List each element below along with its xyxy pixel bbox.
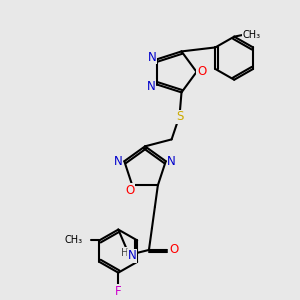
Text: H: H xyxy=(122,248,129,258)
Text: O: O xyxy=(169,243,178,256)
Text: N: N xyxy=(167,155,176,168)
Text: N: N xyxy=(128,249,136,262)
Text: O: O xyxy=(126,184,135,197)
Text: N: N xyxy=(147,80,156,93)
Text: CH₃: CH₃ xyxy=(243,30,261,40)
Text: N: N xyxy=(148,51,157,64)
Text: S: S xyxy=(176,110,183,123)
Text: F: F xyxy=(115,285,122,298)
Text: CH₃: CH₃ xyxy=(64,235,82,245)
Text: N: N xyxy=(114,155,123,168)
Text: O: O xyxy=(197,65,206,78)
